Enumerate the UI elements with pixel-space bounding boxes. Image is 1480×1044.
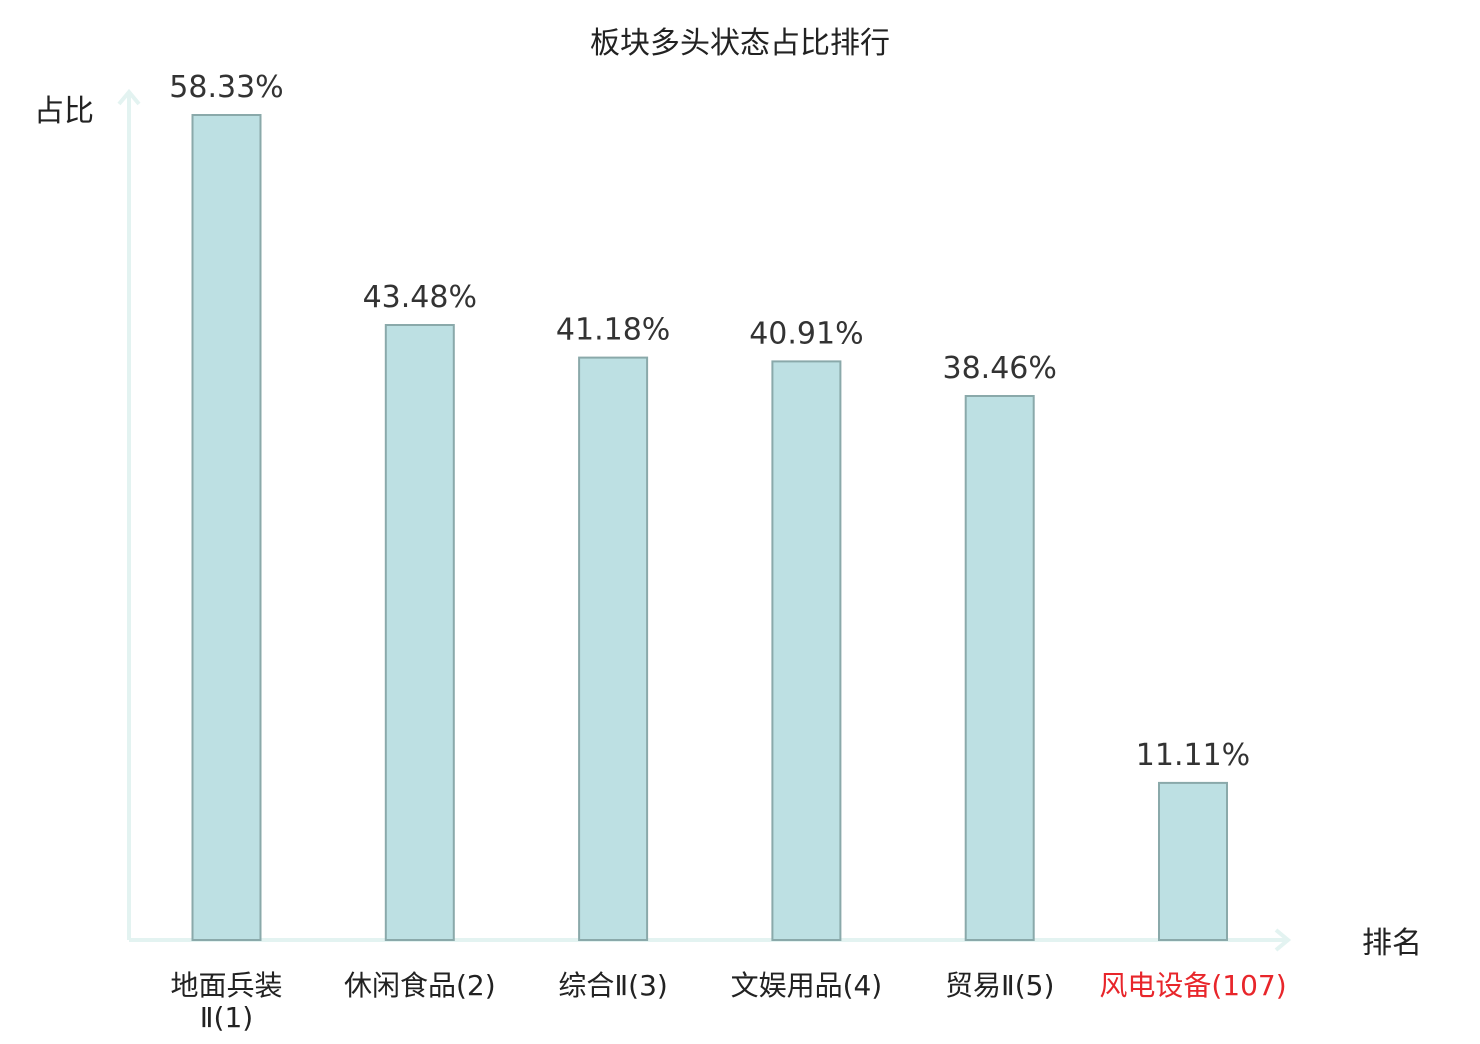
value-label-6: 11.11% (1136, 738, 1250, 773)
x-axis-label: 排名 (1362, 926, 1422, 961)
category-label-4: 文娱用品(4) (731, 969, 883, 1002)
x-axis-arrow (1274, 928, 1292, 952)
bars (191, 114, 1228, 942)
bar-3 (578, 356, 649, 942)
category-label-2: 休闲食品(2) (344, 969, 496, 1002)
bar-2 (384, 324, 455, 941)
value-labels: 58.33% 43.48% 41.18% 40.91% 38.46% 11.11% (169, 70, 1250, 773)
category-label-1-line-2: Ⅱ(1) (200, 1001, 253, 1034)
bar-6 (1158, 781, 1228, 942)
y-axis-label: 占比 (34, 94, 94, 129)
category-label-3: 综合Ⅱ(3) (558, 969, 667, 1002)
bar-5 (964, 395, 1035, 941)
bar-1 (191, 114, 262, 941)
category-label-5: 贸易Ⅱ(5) (945, 969, 1054, 1002)
value-label-2: 43.48% (363, 280, 477, 315)
category-label-1-line-1: 地面兵装 (170, 969, 282, 1002)
value-label-5: 38.46% (943, 351, 1057, 386)
value-label-4: 40.91% (749, 316, 863, 351)
chart-title: 板块多头状态占比排行 (590, 26, 890, 61)
category-label-6: 风电设备(107) (1099, 969, 1286, 1002)
value-label-3: 41.18% (556, 313, 670, 348)
bar-4 (771, 360, 842, 941)
value-label-1: 58.33% (169, 70, 283, 105)
axes (117, 88, 1292, 952)
y-axis-arrow (117, 88, 141, 106)
